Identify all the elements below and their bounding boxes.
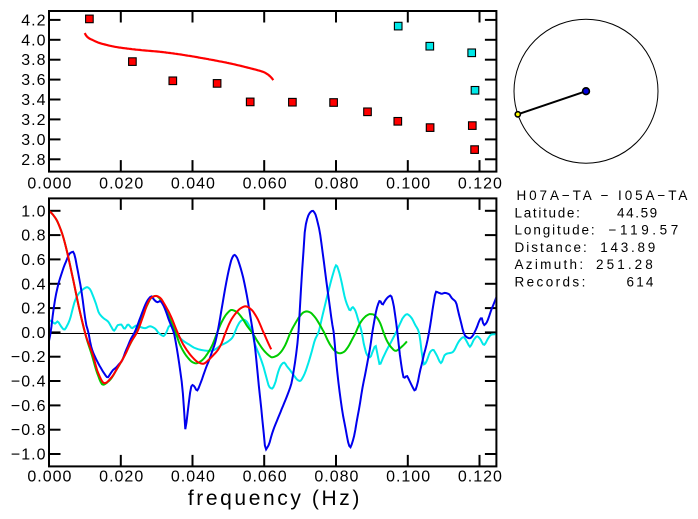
svg-text:Azimuth:251.28: Azimuth: 251.28	[515, 257, 656, 272]
svg-text:0.4: 0.4	[21, 276, 46, 293]
svg-text:0.080: 0.080	[314, 469, 359, 486]
svg-text:−0.2: −0.2	[11, 349, 47, 366]
svg-text:0.100: 0.100	[386, 469, 431, 486]
svg-text:0.0: 0.0	[21, 325, 46, 342]
svg-text:0.020: 0.020	[99, 176, 144, 193]
svg-text:3.6: 3.6	[21, 72, 46, 89]
svg-text:0.100: 0.100	[386, 176, 431, 193]
svg-text:0.040: 0.040	[171, 469, 216, 486]
svg-text:Distance:143.89: Distance: 143.89	[515, 240, 658, 255]
svg-text:0.120: 0.120	[458, 469, 503, 486]
svg-text:0.000: 0.000	[27, 176, 72, 193]
svg-text:0.040: 0.040	[171, 176, 216, 193]
svg-text:0.000: 0.000	[27, 469, 72, 486]
svg-text:0.020: 0.020	[99, 469, 144, 486]
svg-text:−1.0: −1.0	[11, 447, 47, 464]
svg-text:0.2: 0.2	[21, 301, 46, 318]
svg-text:−0.6: −0.6	[11, 398, 47, 415]
svg-text:3.2: 3.2	[21, 112, 46, 129]
svg-text:frequency (Hz): frequency (Hz)	[188, 487, 362, 510]
svg-text:H07A−TA − I05A−TA: H07A−TA − I05A−TA	[517, 188, 691, 203]
svg-text:0.6: 0.6	[21, 252, 46, 269]
svg-text:3.4: 3.4	[21, 92, 46, 109]
svg-text:0.060: 0.060	[243, 469, 288, 486]
svg-text:Longitude:−119.57: Longitude: −119.57	[515, 223, 682, 238]
svg-text:−0.4: −0.4	[11, 374, 47, 391]
svg-text:3.8: 3.8	[21, 52, 46, 69]
svg-text:3.0: 3.0	[21, 132, 46, 149]
svg-text:0.080: 0.080	[314, 176, 359, 193]
svg-text:0.120: 0.120	[458, 176, 503, 193]
svg-text:0.060: 0.060	[243, 176, 288, 193]
svg-text:0.8: 0.8	[21, 228, 46, 245]
svg-text:Latitude:44.59: Latitude: 44.59	[515, 205, 659, 220]
svg-text:2.8: 2.8	[21, 152, 46, 169]
svg-text:4.0: 4.0	[21, 32, 46, 49]
svg-text:Records:614: Records: 614	[515, 274, 656, 289]
svg-text:1.0: 1.0	[21, 203, 46, 220]
svg-text:−0.8: −0.8	[11, 422, 47, 439]
svg-text:4.2: 4.2	[21, 12, 46, 29]
